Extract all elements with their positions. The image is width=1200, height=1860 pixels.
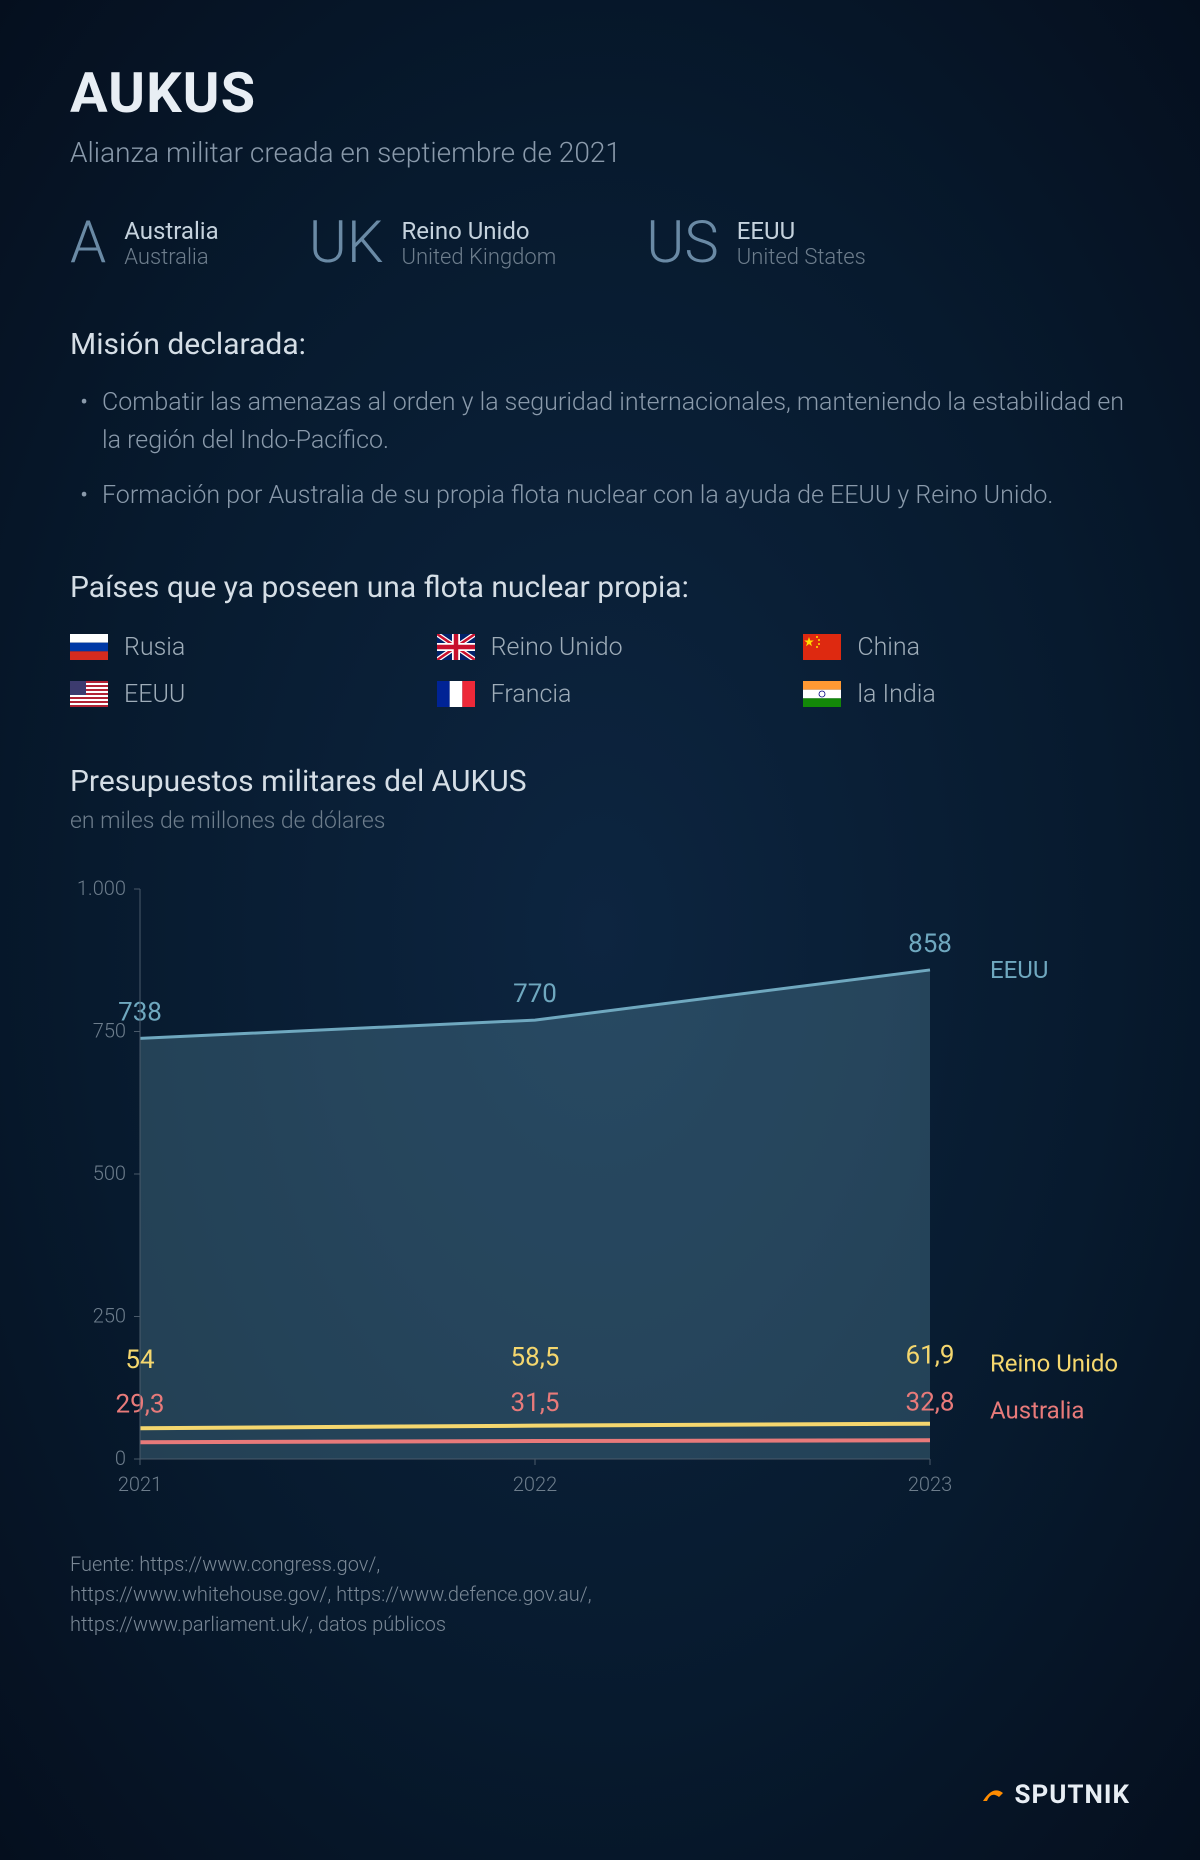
svg-text:32,8: 32,8: [906, 1387, 955, 1417]
budget-subtitle: en miles de millones de dólares: [70, 807, 1130, 834]
member-name: Reino Unido: [401, 217, 556, 245]
svg-text:Reino Unido: Reino Unido: [990, 1349, 1118, 1377]
logo-text: SPUTNIK: [1015, 1780, 1131, 1810]
source-line: https://www.parliament.uk/, datos públic…: [70, 1612, 446, 1636]
flag-us-icon: [70, 681, 108, 707]
svg-text:858: 858: [908, 928, 952, 958]
source-line: https://www.whitehouse.gov/, https://www…: [70, 1582, 592, 1606]
flag-india-icon: [803, 681, 841, 707]
svg-text:2021: 2021: [118, 1472, 162, 1496]
nuclear-label: la India: [857, 680, 935, 709]
flag-russia-icon: [70, 634, 108, 660]
source-line: https://www.congress.gov/,: [139, 1552, 380, 1576]
svg-text:2023: 2023: [908, 1472, 952, 1496]
nuclear-label: EEUU: [124, 680, 185, 709]
nuclear-country-china: China: [803, 633, 1130, 662]
source-label: Fuente:: [70, 1552, 134, 1576]
svg-text:61,9: 61,9: [906, 1340, 955, 1370]
nuclear-country-india: la India: [803, 680, 1130, 709]
sputnik-logo-icon: [979, 1781, 1007, 1809]
budget-chart: 02505007501.000738770858EEUU5458,561,9Re…: [70, 869, 1130, 1519]
member-sub: United Kingdom: [401, 245, 556, 270]
nuclear-label: Reino Unido: [491, 633, 623, 662]
member-name: Australia: [124, 217, 218, 245]
svg-text:0: 0: [115, 1446, 126, 1470]
nuclear-label: China: [857, 633, 920, 662]
nuclear-country-france: Francia: [437, 680, 764, 709]
source-block: Fuente: https://www.congress.gov/, https…: [70, 1549, 1130, 1639]
svg-text:770: 770: [513, 979, 557, 1009]
svg-text:500: 500: [93, 1161, 126, 1185]
mission-heading: Misión declarada:: [70, 327, 1130, 362]
nuclear-country-us: EEUU: [70, 680, 397, 709]
svg-text:250: 250: [93, 1303, 126, 1327]
svg-text:58,5: 58,5: [511, 1342, 560, 1372]
svg-text:31,5: 31,5: [511, 1388, 560, 1418]
page-subtitle: Alianza militar creada en septiembre de …: [70, 136, 1130, 169]
mission-item: Combatir las amenazas al orden y la segu…: [70, 384, 1130, 459]
sputnik-logo: SPUTNIK: [979, 1780, 1131, 1810]
member-sub: United States: [737, 245, 866, 270]
svg-text:Australia: Australia: [990, 1396, 1084, 1424]
member-us: US EEUU United States: [646, 214, 866, 272]
mission-item: Formación por Australia de su propia flo…: [70, 477, 1130, 515]
nuclear-label: Francia: [491, 680, 572, 709]
page-title: AUKUS: [70, 60, 1130, 126]
svg-text:2022: 2022: [513, 1472, 557, 1496]
member-name: EEUU: [737, 217, 866, 245]
flag-uk-icon: [437, 634, 475, 660]
member-sub: Australia: [124, 245, 218, 270]
mission-list: Combatir las amenazas al orden y la segu…: [70, 384, 1130, 515]
svg-text:1.000: 1.000: [77, 876, 126, 900]
member-australia: A Australia Australia: [70, 214, 219, 272]
budget-heading: Presupuestos militares del AUKUS: [70, 764, 1130, 799]
nuclear-grid: Rusia Reino Unido China EEUU Francia la …: [70, 633, 1130, 709]
nuclear-heading: Países que ya poseen una flota nuclear p…: [70, 570, 1130, 605]
nuclear-label: Rusia: [124, 633, 185, 662]
members-row: A Australia Australia UK Reino Unido Uni…: [70, 214, 1130, 272]
flag-china-icon: [803, 634, 841, 660]
member-code: UK: [309, 214, 384, 272]
svg-text:EEUU: EEUU: [990, 955, 1048, 983]
member-code: US: [646, 214, 719, 272]
member-uk: UK Reino Unido United Kingdom: [309, 214, 557, 272]
nuclear-country-russia: Rusia: [70, 633, 397, 662]
nuclear-country-uk: Reino Unido: [437, 633, 764, 662]
flag-france-icon: [437, 681, 475, 707]
member-code: A: [70, 214, 106, 272]
